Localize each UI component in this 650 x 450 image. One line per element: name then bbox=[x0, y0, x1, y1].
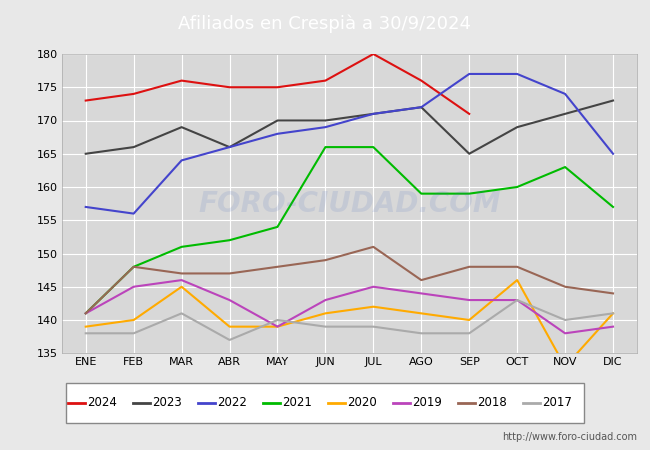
Text: Afiliados en Crespià a 30/9/2024: Afiliados en Crespià a 30/9/2024 bbox=[179, 14, 471, 33]
Text: http://www.foro-ciudad.com: http://www.foro-ciudad.com bbox=[502, 432, 637, 442]
Text: 2017: 2017 bbox=[542, 396, 572, 409]
Text: 2018: 2018 bbox=[477, 396, 507, 409]
Text: FORO-CIUDAD.COM: FORO-CIUDAD.COM bbox=[198, 189, 500, 218]
Text: 2019: 2019 bbox=[412, 396, 442, 409]
Text: 2020: 2020 bbox=[347, 396, 377, 409]
Text: 2021: 2021 bbox=[282, 396, 312, 409]
Text: 2024: 2024 bbox=[87, 396, 117, 409]
Text: 2023: 2023 bbox=[152, 396, 182, 409]
Text: 2022: 2022 bbox=[217, 396, 247, 409]
